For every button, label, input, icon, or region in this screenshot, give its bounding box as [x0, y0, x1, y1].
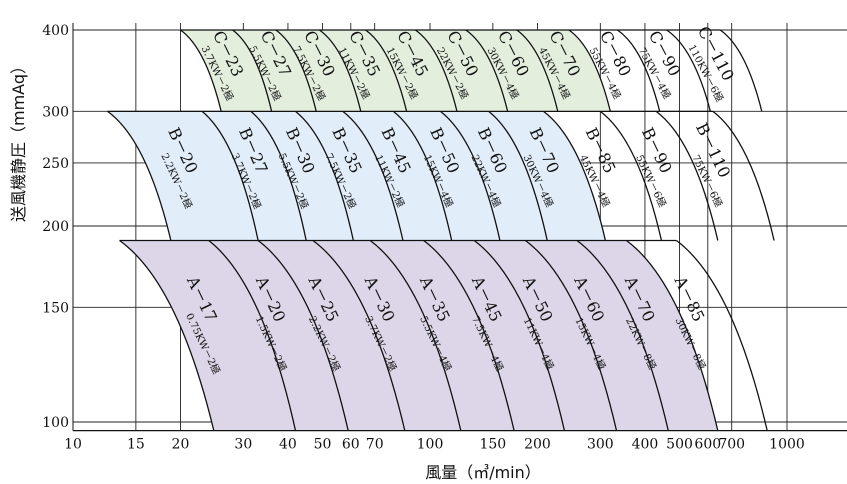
y-tick-label: 250 — [42, 156, 69, 172]
x-tick-label: 1000 — [769, 437, 805, 453]
y-tick-label: 300 — [42, 104, 69, 120]
x-tick-label: 300 — [587, 437, 614, 453]
x-tick-label: 30 — [234, 437, 252, 453]
x-tick-label: 40 — [279, 437, 297, 453]
y-axis-title: 送風機静圧（mmAq） — [9, 58, 28, 222]
y-tick-label: 100 — [42, 415, 69, 431]
x-tick-label: 200 — [524, 437, 551, 453]
x-tick-label: 20 — [172, 437, 190, 453]
x-tick-label: 10 — [64, 437, 82, 453]
x-tick-label: 400 — [632, 437, 659, 453]
x-tick-label: 50 — [314, 437, 332, 453]
x-tick-label: 60 — [342, 437, 360, 453]
x-tick-label: 100 — [417, 437, 444, 453]
x-tick-label: 70 — [366, 437, 384, 453]
y-tick-label: 200 — [42, 219, 69, 235]
x-tick-label: 150 — [479, 437, 506, 453]
x-tick-label: 600 — [694, 437, 721, 453]
x-tick-label: 500 — [666, 437, 693, 453]
band-fill-A — [120, 241, 718, 431]
y-tick-label: 150 — [42, 300, 69, 316]
x-axis-title: 風量（㎥/min） — [425, 463, 541, 482]
x-tick-label: 15 — [127, 437, 145, 453]
y-tick-label: 400 — [42, 23, 69, 39]
x-tick-label: 700 — [718, 437, 745, 453]
model-bands — [108, 30, 774, 431]
